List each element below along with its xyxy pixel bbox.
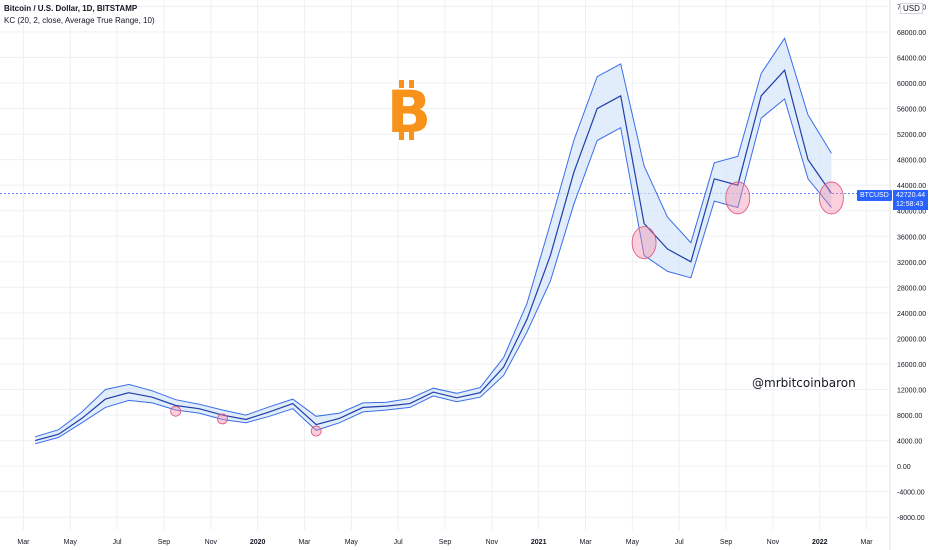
price-series: [34, 68, 832, 442]
x-tick-label: Mar: [861, 539, 874, 546]
x-tick-label: Mar: [298, 539, 311, 546]
last-price-value: 42720.44: [896, 192, 926, 199]
x-tick-label: 2021: [531, 539, 547, 546]
y-tick-label: -4000.00: [897, 490, 925, 497]
y-tick-label: 12000.00: [897, 388, 926, 395]
y-tick-label: 68000.00: [897, 30, 926, 37]
x-tick-label: May: [626, 539, 640, 546]
x-tick-label: Jul: [113, 539, 122, 546]
x-tick-label: Mar: [17, 539, 30, 546]
y-tick-label: 48000.00: [897, 158, 926, 165]
x-tick-label: Nov: [486, 539, 499, 546]
y-tick-label: 40000.00: [897, 209, 926, 216]
highlight-circle: [310, 425, 322, 437]
highlight-circle: [170, 405, 182, 417]
highlight-circle: [725, 181, 751, 215]
keltner-band-fill: [35, 38, 832, 444]
author-watermark: @mrbitcoinbaron: [752, 376, 856, 390]
x-tick-label: Sep: [720, 539, 733, 546]
x-tick-label: Nov: [767, 539, 780, 546]
y-tick-label: 8000.00: [897, 413, 922, 420]
svg-text:B: B: [387, 80, 431, 140]
y-tick-label: 36000.00: [897, 234, 926, 241]
highlight-circle: [631, 226, 657, 260]
y-tick-label: 4000.00: [897, 439, 922, 446]
y-tick-label: 28000.00: [897, 285, 926, 292]
ticker-badge: BTCUSD: [857, 190, 892, 201]
y-tick-label: -8000.00: [897, 515, 925, 522]
x-tick-label: Nov: [205, 539, 218, 546]
x-tick-label: 2022: [812, 539, 828, 546]
y-tick-label: 44000.00: [897, 183, 926, 190]
y-tick-label: 32000.00: [897, 260, 926, 267]
y-tick-label: 0.00: [897, 464, 911, 471]
y-tick-label: 16000.00: [897, 362, 926, 369]
bitcoin-logo-icon: B: [387, 80, 431, 140]
x-tick-label: Jul: [394, 539, 403, 546]
x-tick-label: 2020: [250, 539, 266, 546]
x-tick-label: Sep: [439, 539, 452, 546]
keltner-lower-band: [34, 98, 832, 445]
highlight-circle: [217, 413, 228, 425]
last-price-badge: 42720.44 12:58:43: [893, 190, 929, 210]
x-tick-label: Mar: [579, 539, 592, 546]
y-tick-label: 60000.00: [897, 81, 926, 88]
y-tick-label: 24000.00: [897, 311, 926, 318]
y-axis[interactable]: 72000.0068000.0064000.0060000.0056000.00…: [897, 4, 926, 522]
x-tick-label: May: [64, 539, 78, 546]
y-tick-label: 56000.00: [897, 107, 926, 114]
keltner-upper-band: [34, 37, 832, 438]
x-tick-label: Jul: [675, 539, 684, 546]
x-tick-label: May: [345, 539, 359, 546]
y-tick-label: 64000.00: [897, 55, 926, 62]
grid: [0, 0, 891, 550]
highlight-circles: [170, 181, 844, 437]
x-tick-label: Sep: [158, 539, 171, 546]
x-axis[interactable]: Mar May Jul Sep Nov 2020 Mar May Jul Sep Nov 2021 Ma…: [17, 539, 873, 546]
bar-countdown: 12:58:43: [896, 201, 924, 208]
indicator-label[interactable]: KC (20, 2, close, Average True Range, 10…: [4, 16, 155, 25]
chart-title: Bitcoin / U.S. Dollar, 1D, BITSTAMP: [4, 4, 138, 13]
y-tick-label: 20000.00: [897, 336, 926, 343]
y-tick-label: 52000.00: [897, 132, 926, 139]
currency-button[interactable]: USD: [900, 3, 923, 14]
highlight-circle: [819, 181, 844, 215]
